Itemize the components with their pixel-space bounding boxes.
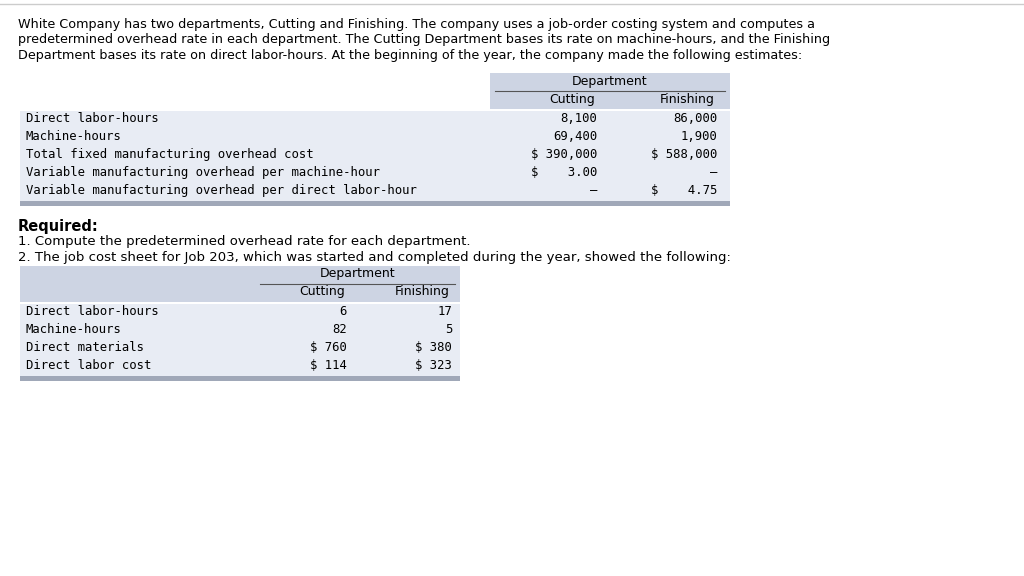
Text: –: –	[590, 184, 597, 197]
Bar	[20, 146, 730, 165]
Text: Total fixed manufacturing overhead cost: Total fixed manufacturing overhead cost	[26, 148, 313, 161]
Text: predetermined overhead rate in each department. The Cutting Department bases its: predetermined overhead rate in each depa…	[18, 33, 830, 47]
Text: $ 114: $ 114	[310, 359, 347, 372]
Text: 5: 5	[444, 323, 452, 336]
Bar	[20, 183, 730, 200]
Bar	[20, 283, 460, 301]
Text: 1,900: 1,900	[680, 130, 717, 143]
Text: Machine-hours: Machine-hours	[26, 130, 122, 143]
Text: $ 380: $ 380	[415, 341, 452, 354]
Text: Direct labor cost: Direct labor cost	[26, 359, 152, 372]
Text: Variable manufacturing overhead per machine-hour: Variable manufacturing overhead per mach…	[26, 166, 380, 179]
Bar	[20, 358, 460, 376]
Text: White Company has two departments, Cutting and Finishing. The company uses a job: White Company has two departments, Cutti…	[18, 18, 815, 31]
Text: $ 588,000: $ 588,000	[650, 148, 717, 161]
Text: Department bases its rate on direct labor-hours. At the beginning of the year, t: Department bases its rate on direct labo…	[18, 49, 802, 62]
Text: $    4.75: $ 4.75	[650, 184, 717, 197]
Bar	[20, 128, 730, 146]
Text: Machine-hours: Machine-hours	[26, 323, 122, 336]
Bar	[20, 200, 730, 206]
Text: 86,000: 86,000	[673, 112, 717, 125]
Bar	[20, 376, 460, 381]
Text: Finishing: Finishing	[660, 93, 715, 105]
Text: –: –	[710, 166, 717, 179]
Text: $ 760: $ 760	[310, 341, 347, 354]
Text: 17: 17	[437, 305, 452, 318]
Text: 82: 82	[332, 323, 347, 336]
Bar	[20, 304, 460, 321]
Text: 8,100: 8,100	[560, 112, 597, 125]
Text: Finishing: Finishing	[395, 286, 450, 298]
Bar	[20, 266, 460, 283]
Text: Direct labor-hours: Direct labor-hours	[26, 305, 159, 318]
Bar	[20, 165, 730, 183]
Text: Department: Department	[572, 74, 648, 88]
Text: 2. The job cost sheet for Job 203, which was started and completed during the ye: 2. The job cost sheet for Job 203, which…	[18, 251, 731, 263]
Text: $    3.00: $ 3.00	[530, 166, 597, 179]
Text: Cutting: Cutting	[299, 286, 345, 298]
Text: $ 390,000: $ 390,000	[530, 148, 597, 161]
Text: $ 323: $ 323	[415, 359, 452, 372]
Text: Variable manufacturing overhead per direct labor-hour: Variable manufacturing overhead per dire…	[26, 184, 417, 197]
Bar	[20, 339, 460, 358]
Text: Cutting: Cutting	[549, 93, 595, 105]
Text: Department: Department	[319, 267, 395, 281]
Text: 1. Compute the predetermined overhead rate for each department.: 1. Compute the predetermined overhead ra…	[18, 236, 470, 248]
Text: 69,400: 69,400	[553, 130, 597, 143]
Bar	[20, 111, 730, 128]
Text: 6: 6	[340, 305, 347, 318]
Bar	[490, 73, 730, 90]
Text: Required:: Required:	[18, 218, 98, 233]
Bar	[490, 90, 730, 108]
Bar	[20, 321, 460, 339]
Text: Direct materials: Direct materials	[26, 341, 144, 354]
Text: Direct labor-hours: Direct labor-hours	[26, 112, 159, 125]
